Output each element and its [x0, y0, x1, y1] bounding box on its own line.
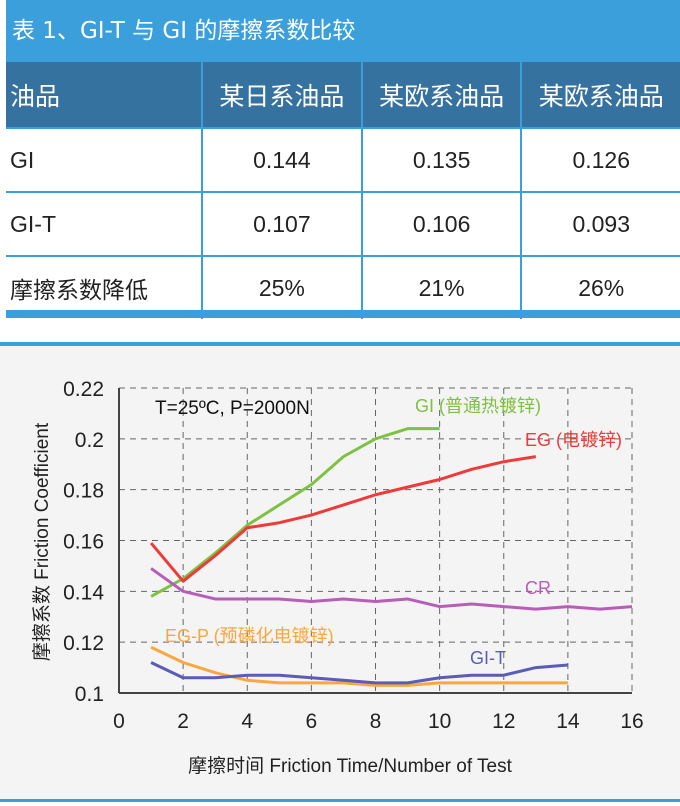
table-row: 摩擦系数降低 25% 21% 26%: [6, 255, 680, 319]
cell: GI-T: [6, 191, 203, 256]
cell: 0.135: [361, 127, 523, 192]
friction-chart: 0.1 0.12 0.14 0.16 0.18 0.2 0.22 0 2 4 6 8 10 12 14 16 G…: [31, 378, 644, 777]
series-label: GI (普通热镀锌): [415, 396, 541, 416]
chart-panel: [0, 342, 680, 802]
series-label: GI-T: [470, 648, 506, 668]
cell: 25%: [202, 255, 363, 319]
y-tick-label: 0.2: [75, 429, 104, 452]
x-tick-label: 4: [241, 710, 253, 733]
x-tick-label: 6: [306, 710, 318, 733]
cell: 26%: [521, 255, 680, 319]
series-line: [150, 645, 568, 687]
x-axis-label: 摩擦时间 Friction Time/Number of Test: [188, 755, 513, 777]
cell: GI: [6, 127, 203, 192]
series-label: CR: [525, 578, 551, 598]
y-tick-label: 0.18: [63, 480, 104, 503]
y-tick-label: 0.16: [63, 531, 104, 554]
header-cell: 某欧系油品: [521, 62, 680, 128]
cell: 0.093: [521, 191, 680, 256]
x-tick-label: 14: [556, 710, 580, 733]
y-axis-label: 摩擦系数 Friction Coefficient: [31, 422, 53, 661]
y-tick-label: 0.12: [63, 632, 104, 655]
series-line: [150, 661, 568, 685]
friction-comparison-table: 油品 某日系油品 某欧系油品 某欧系油品 GI 0.144 0.135 0.12…: [6, 62, 680, 319]
chart-annotation: T=25ºC, P=2000N: [155, 398, 310, 419]
x-tick-label: 8: [370, 710, 382, 733]
table-header-row: 油品 某日系油品 某欧系油品 某欧系油品: [6, 62, 680, 128]
cell: 0.107: [202, 191, 363, 256]
table-row: GI-T 0.107 0.106 0.093: [6, 191, 680, 256]
series-label: EG (电镀锌): [525, 430, 622, 450]
x-tick-label: 10: [428, 710, 451, 733]
x-tick-label: 0: [113, 710, 125, 733]
header-cell: 某日系油品: [202, 62, 363, 128]
x-tick-label: 2: [177, 710, 189, 733]
header-cell: 油品: [6, 62, 203, 128]
cell: 摩擦系数降低: [6, 255, 203, 319]
y-tick-label: 0.14: [63, 581, 104, 604]
table-bottom-strip: [6, 310, 680, 318]
series-label: EG-P (预磷化电镀锌): [165, 626, 334, 646]
table-title: 表 1、GI-T 与 GI 的摩擦系数比较: [6, 0, 680, 62]
x-tick-label: 16: [620, 710, 643, 733]
cell: 21%: [361, 255, 523, 319]
series-line: [150, 427, 440, 598]
header-cell: 某欧系油品: [361, 62, 523, 128]
series-line: [150, 567, 633, 611]
cell: 0.106: [361, 191, 523, 256]
series-line: [149, 455, 537, 583]
cell: 0.144: [202, 127, 363, 192]
cell: 0.126: [521, 127, 680, 192]
y-tick-label: 0.22: [63, 378, 104, 401]
y-tick-label: 0.1: [75, 683, 104, 706]
table-row: GI 0.144 0.135 0.126: [6, 127, 680, 192]
x-tick-label: 12: [492, 710, 515, 733]
